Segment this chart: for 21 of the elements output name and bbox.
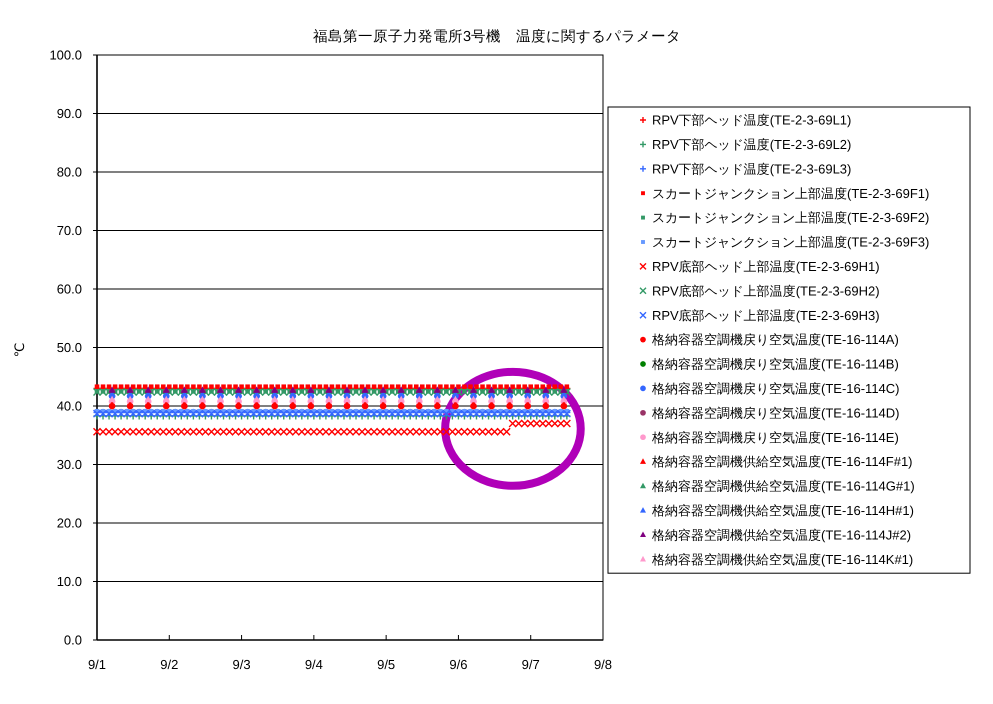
ylabel: ℃: [12, 342, 27, 358]
y-tick-label: 60.0: [56, 282, 82, 296]
x-tick-label: 9/7: [522, 657, 540, 672]
x-tick-label: 9/3: [232, 657, 251, 672]
y-tick-label: 20.0: [56, 516, 82, 530]
title: 福島第一原子力発電所3号機 温度に関するパラメータ: [312, 29, 682, 45]
y-tick-label: 80.0: [56, 164, 82, 180]
x-tick-label: 9/6: [449, 657, 468, 672]
x-tick-label: 9/1: [88, 657, 106, 672]
x-tick-label: 9/8: [594, 657, 612, 672]
y-tick-label: 50.0: [56, 340, 82, 355]
y-tick-label: 0.0: [64, 632, 82, 648]
y-tick-label: 40.0: [56, 398, 82, 414]
y-tick-label: 100.0: [49, 48, 82, 62]
y-tick-label: 30.0: [56, 457, 82, 472]
x-tick-label: 9/2: [160, 657, 178, 672]
x-tick-label: 9/4: [304, 657, 323, 672]
x-tick-label: 9/5: [377, 657, 396, 672]
y-tick-label: 90.0: [56, 106, 82, 121]
y-tick-label: 10.0: [56, 574, 82, 589]
y-tick-label: 70.0: [56, 223, 82, 238]
